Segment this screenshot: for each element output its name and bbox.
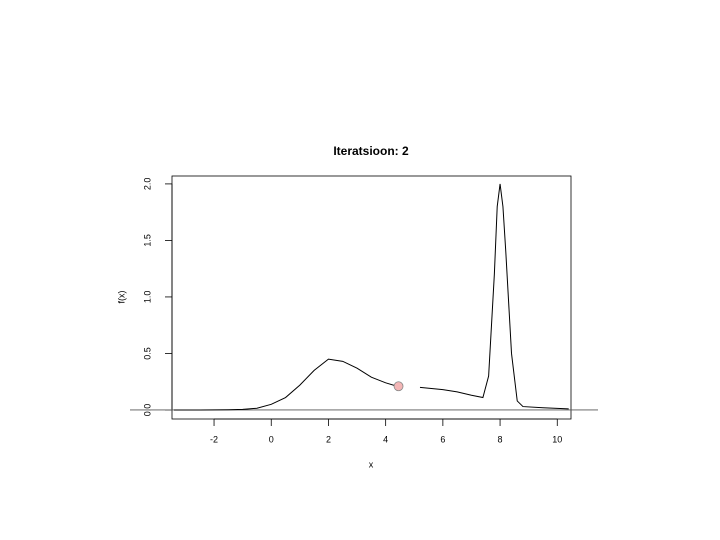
- x-tick-label: 6: [440, 434, 445, 444]
- y-tick-label: 1.0: [142, 291, 152, 304]
- x-tick-label: -2: [210, 434, 218, 444]
- y-tick-label: 1.5: [142, 234, 152, 247]
- x-tick-label: 8: [498, 434, 503, 444]
- x-tick-label: 0: [269, 434, 274, 444]
- plot-box: [171, 175, 572, 420]
- x-axis-label: x: [369, 459, 374, 469]
- iteration-point: [393, 381, 404, 392]
- x-tick-label: 2: [326, 434, 331, 444]
- y-tick-label: 0.5: [142, 347, 152, 360]
- x-tick-label: 10: [552, 434, 562, 444]
- x-tick-label: 4: [383, 434, 388, 444]
- y-axis-label: f(x): [116, 291, 126, 304]
- y-tick-label: 2.0: [142, 178, 152, 191]
- chart-title: Iteratsioon: 2: [333, 144, 409, 158]
- curve: [174, 183, 569, 411]
